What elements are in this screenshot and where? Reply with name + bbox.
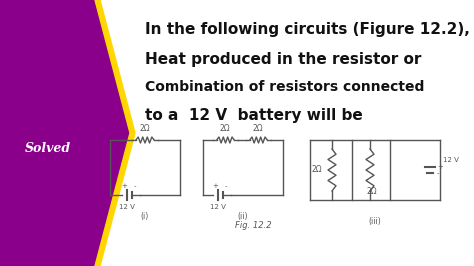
Text: Solved: Solved [25, 142, 71, 155]
Text: 2Ω: 2Ω [140, 124, 150, 133]
Text: -: - [134, 183, 136, 189]
Text: Heat produced in the resistor or: Heat produced in the resistor or [145, 52, 421, 67]
Text: 12 V: 12 V [119, 204, 135, 210]
Text: 12 V: 12 V [210, 204, 226, 210]
Text: +: + [212, 183, 218, 189]
Text: +: + [121, 183, 127, 189]
Text: 2Ω: 2Ω [367, 188, 378, 197]
Text: -: - [437, 170, 439, 176]
Text: Combination of resistors connected: Combination of resistors connected [145, 80, 424, 94]
Text: (ii): (ii) [238, 212, 248, 221]
Text: 12 V: 12 V [443, 157, 459, 163]
Text: (iii): (iii) [369, 217, 382, 226]
Text: -: - [225, 183, 227, 189]
Text: 2Ω: 2Ω [253, 124, 264, 133]
Text: 2Ω: 2Ω [311, 165, 322, 174]
Polygon shape [0, 0, 130, 266]
Text: In the following circuits (Figure 12.2),: In the following circuits (Figure 12.2), [145, 22, 470, 37]
Polygon shape [95, 0, 135, 266]
Text: (i): (i) [141, 212, 149, 221]
Text: Fig. 12.2: Fig. 12.2 [235, 221, 271, 230]
Text: to a  12 V  battery will be: to a 12 V battery will be [145, 108, 363, 123]
Text: +: + [437, 164, 443, 170]
Text: 2Ω: 2Ω [219, 124, 230, 133]
